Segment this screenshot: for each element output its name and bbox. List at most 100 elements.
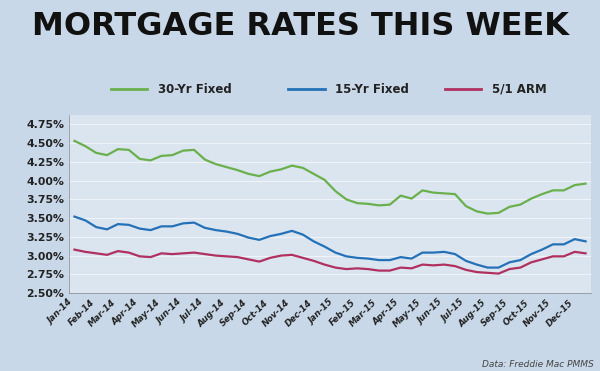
15-Yr Fixed [343, 254, 350, 259]
15-Yr Fixed [440, 250, 448, 254]
5/1 ARM [343, 267, 350, 271]
15-Yr Fixed [266, 234, 274, 238]
15-Yr Fixed [92, 225, 100, 229]
30-Yr Fixed [179, 148, 187, 153]
30-Yr Fixed [353, 201, 361, 205]
Text: 5/1 ARM: 5/1 ARM [492, 82, 547, 96]
5/1 ARM [179, 251, 187, 256]
30-Yr Fixed [440, 191, 448, 196]
30-Yr Fixed [430, 190, 437, 195]
Text: 30-Yr Fixed: 30-Yr Fixed [158, 82, 232, 96]
30-Yr Fixed [343, 197, 350, 201]
Line: 15-Yr Fixed: 15-Yr Fixed [74, 217, 586, 267]
30-Yr Fixed [82, 144, 89, 148]
5/1 ARM [71, 247, 78, 252]
5/1 ARM [408, 266, 415, 270]
15-Yr Fixed [538, 247, 545, 252]
5/1 ARM [495, 271, 502, 276]
5/1 ARM [430, 263, 437, 267]
15-Yr Fixed [82, 218, 89, 223]
5/1 ARM [223, 254, 230, 259]
15-Yr Fixed [506, 260, 513, 265]
30-Yr Fixed [397, 193, 404, 198]
5/1 ARM [484, 270, 491, 275]
15-Yr Fixed [430, 250, 437, 255]
5/1 ARM [147, 255, 154, 259]
15-Yr Fixed [71, 214, 78, 219]
15-Yr Fixed [277, 232, 284, 236]
5/1 ARM [158, 251, 165, 256]
30-Yr Fixed [473, 209, 481, 214]
15-Yr Fixed [223, 229, 230, 234]
5/1 ARM [517, 265, 524, 270]
15-Yr Fixed [517, 258, 524, 262]
15-Yr Fixed [245, 235, 252, 240]
30-Yr Fixed [147, 158, 154, 162]
15-Yr Fixed [103, 227, 110, 232]
30-Yr Fixed [506, 205, 513, 209]
30-Yr Fixed [538, 192, 545, 196]
5/1 ARM [289, 253, 296, 257]
5/1 ARM [386, 268, 394, 273]
15-Yr Fixed [212, 228, 220, 232]
15-Yr Fixed [550, 242, 557, 247]
5/1 ARM [245, 257, 252, 262]
30-Yr Fixed [223, 165, 230, 169]
15-Yr Fixed [451, 252, 458, 256]
15-Yr Fixed [256, 238, 263, 242]
5/1 ARM [212, 253, 220, 258]
15-Yr Fixed [234, 232, 241, 236]
30-Yr Fixed [408, 196, 415, 201]
30-Yr Fixed [136, 157, 143, 161]
30-Yr Fixed [310, 172, 317, 176]
30-Yr Fixed [115, 147, 122, 151]
15-Yr Fixed [495, 265, 502, 270]
5/1 ARM [473, 270, 481, 274]
5/1 ARM [266, 256, 274, 260]
5/1 ARM [202, 252, 209, 256]
30-Yr Fixed [125, 148, 133, 152]
30-Yr Fixed [245, 172, 252, 176]
30-Yr Fixed [299, 165, 307, 170]
5/1 ARM [234, 255, 241, 259]
30-Yr Fixed [289, 163, 296, 168]
5/1 ARM [332, 265, 339, 270]
5/1 ARM [550, 254, 557, 259]
Text: Data: Freddie Mac PMMS: Data: Freddie Mac PMMS [482, 360, 594, 369]
15-Yr Fixed [158, 224, 165, 229]
5/1 ARM [277, 253, 284, 258]
15-Yr Fixed [408, 256, 415, 261]
5/1 ARM [463, 267, 470, 272]
30-Yr Fixed [190, 148, 197, 152]
30-Yr Fixed [484, 211, 491, 216]
15-Yr Fixed [582, 239, 589, 244]
15-Yr Fixed [202, 226, 209, 230]
5/1 ARM [256, 259, 263, 264]
15-Yr Fixed [419, 250, 426, 255]
15-Yr Fixed [353, 256, 361, 260]
30-Yr Fixed [463, 204, 470, 209]
30-Yr Fixed [376, 203, 383, 208]
5/1 ARM [506, 267, 513, 271]
15-Yr Fixed [147, 228, 154, 232]
5/1 ARM [299, 256, 307, 260]
5/1 ARM [92, 251, 100, 256]
30-Yr Fixed [582, 181, 589, 186]
30-Yr Fixed [234, 168, 241, 173]
30-Yr Fixed [277, 167, 284, 172]
5/1 ARM [376, 268, 383, 273]
30-Yr Fixed [212, 162, 220, 166]
30-Yr Fixed [92, 151, 100, 155]
30-Yr Fixed [560, 188, 568, 193]
5/1 ARM [451, 264, 458, 268]
15-Yr Fixed [397, 255, 404, 259]
15-Yr Fixed [376, 258, 383, 262]
5/1 ARM [571, 250, 578, 254]
Line: 30-Yr Fixed: 30-Yr Fixed [74, 141, 586, 214]
30-Yr Fixed [332, 189, 339, 193]
5/1 ARM [353, 266, 361, 270]
15-Yr Fixed [125, 223, 133, 227]
30-Yr Fixed [202, 157, 209, 162]
15-Yr Fixed [310, 239, 317, 244]
Text: 15-Yr Fixed: 15-Yr Fixed [335, 82, 409, 96]
